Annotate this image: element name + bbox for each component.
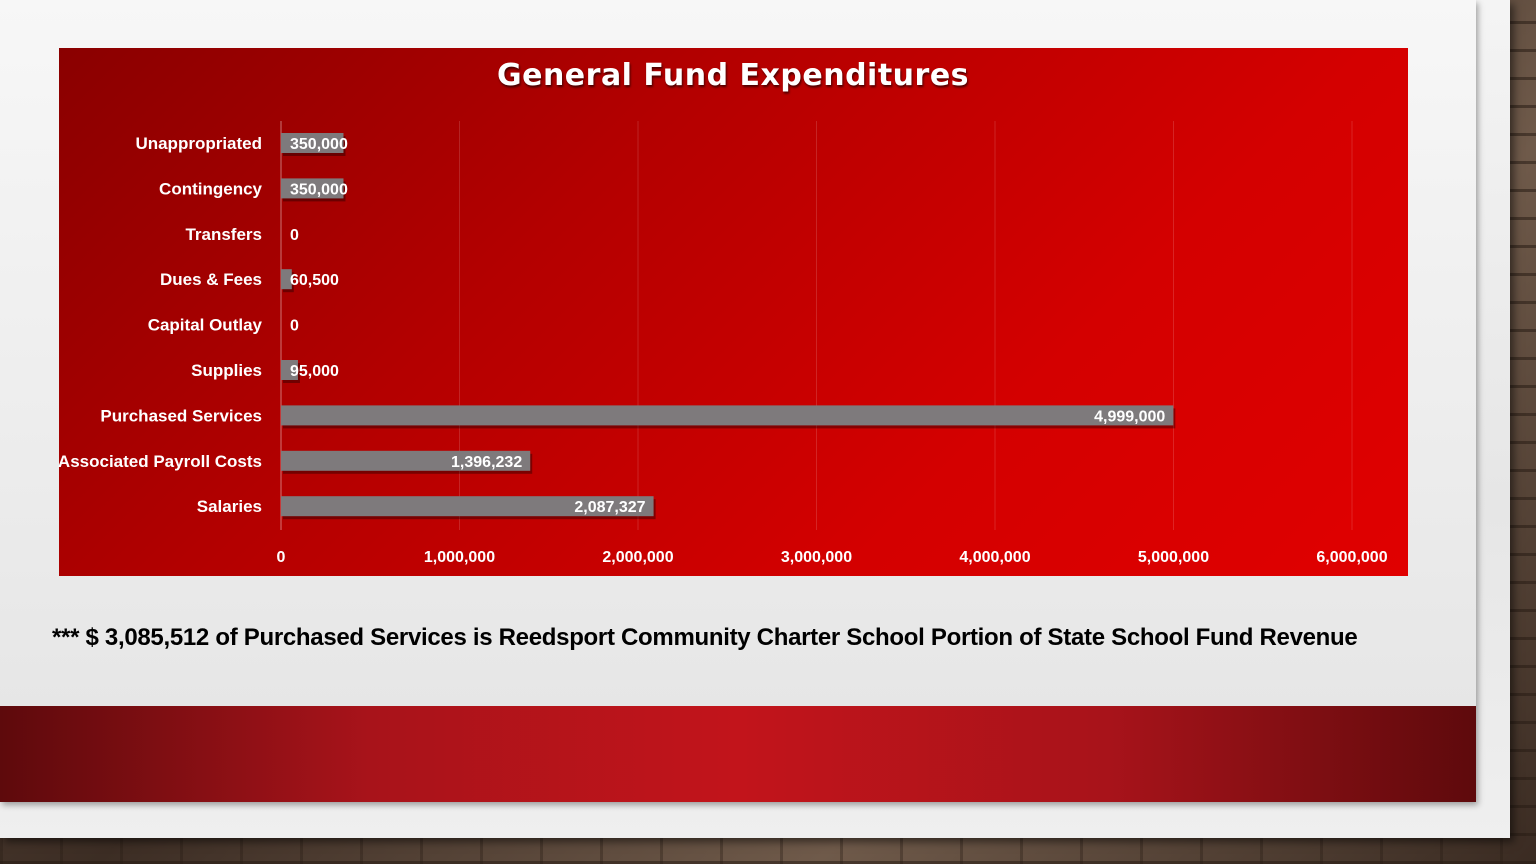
x-tick-label: 0 <box>277 549 286 566</box>
data-label: 4,999,000 <box>1094 408 1165 425</box>
bar <box>281 269 292 290</box>
slide: General Fund Expenditures 0 1,000,000 2,00… <box>0 0 1476 802</box>
x-tick-label: 3,000,000 <box>781 549 852 566</box>
category-label: Associated Payroll Costs <box>58 452 262 471</box>
category-label: Purchased Services <box>100 406 262 425</box>
x-tick-label: 2,000,000 <box>602 549 673 566</box>
bar <box>281 360 298 380</box>
x-tick-label: 1,000,000 <box>424 549 495 566</box>
category-label: Unappropriated <box>135 134 262 153</box>
x-tick-label: 5,000,000 <box>1138 549 1209 566</box>
bar <box>281 178 344 199</box>
data-label: 350,000 <box>290 181 348 198</box>
bar <box>281 133 344 153</box>
data-label: 95,000 <box>290 363 339 380</box>
data-label: 0 <box>290 318 299 335</box>
bar <box>281 496 654 517</box>
x-tick-label: 4,000,000 <box>959 549 1030 566</box>
bar <box>281 450 531 471</box>
bar-chart: 0 1,000,000 2,000,000 3,000,000 4,000,000 5,0… <box>58 121 1388 566</box>
chart-title: General Fund Expenditures <box>496 58 970 93</box>
category-label: Transfers <box>185 225 262 244</box>
data-label: 2,087,327 <box>574 499 645 516</box>
bottom-band <box>0 706 1476 802</box>
category-label: Dues & Fees <box>160 270 262 289</box>
category-label: Salaries <box>197 497 262 516</box>
data-label: 350,000 <box>290 136 348 153</box>
x-tick-label: 6,000,000 <box>1316 549 1387 566</box>
category-label: Supplies <box>191 361 262 380</box>
data-label: 1,396,232 <box>451 454 522 471</box>
category-label: Contingency <box>159 179 262 198</box>
footnote: *** $ 3,085,512 of Purchased Services is… <box>52 624 1358 651</box>
category-label: Capital Outlay <box>148 316 263 335</box>
data-label: 0 <box>290 227 299 244</box>
data-label: 60,500 <box>290 272 339 289</box>
bar <box>281 405 1174 426</box>
